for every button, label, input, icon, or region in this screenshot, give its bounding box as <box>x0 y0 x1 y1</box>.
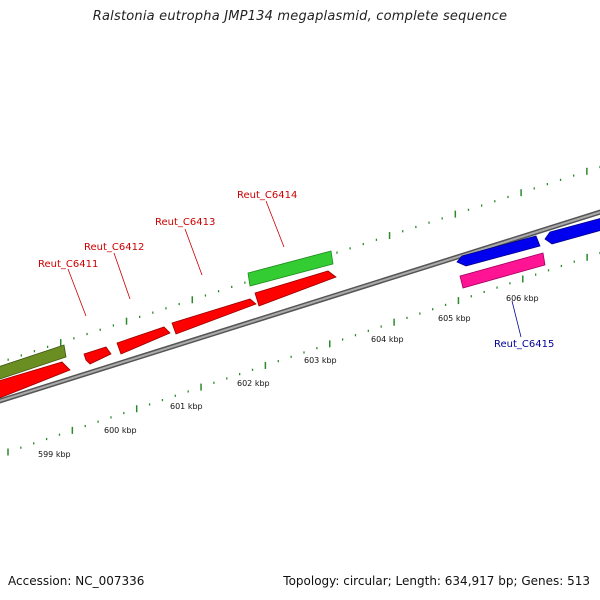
accession-text: Accession: NC_007336 <box>8 574 145 588</box>
gene-red-reut-c6411[interactable] <box>83 346 112 365</box>
scale-label-603: 603 kbp <box>304 356 337 365</box>
gene-blue-2[interactable] <box>544 218 600 245</box>
gene-red-reut-c6413[interactable] <box>171 298 257 335</box>
scale-label-601: 601 kbp <box>170 402 203 411</box>
gene-labels: Reut_C6411 Reut_C6412 Reut_C6413 Reut_C6… <box>38 190 554 350</box>
scale-label-600: 600 kbp <box>104 426 137 435</box>
scale-label-606: 606 kbp <box>506 294 539 303</box>
gene-label-reut-c6412: Reut_C6412 <box>84 242 144 253</box>
gene-red-2[interactable] <box>254 270 337 307</box>
gene-olive[interactable] <box>0 344 67 380</box>
gene-label-reut-c6413: Reut_C6413 <box>155 217 215 228</box>
gene-blue-1[interactable] <box>456 235 541 267</box>
gene-label-reut-c6411: Reut_C6411 <box>38 259 98 270</box>
gene-label-reut-c6414: Reut_C6414 <box>237 190 297 201</box>
map-title: Ralstonia eutropha JMP134 megaplasmid, c… <box>92 9 508 24</box>
scale-label-602: 602 kbp <box>237 379 270 388</box>
scale-label-604: 604 kbp <box>371 335 404 344</box>
label-leaders <box>67 200 522 338</box>
scale-labels: 599 kbp 600 kbp 601 kbp 602 kbp 603 kbp … <box>38 294 539 459</box>
gene-label-reut-c6415: Reut_C6415 <box>494 339 554 350</box>
gene-red-reut-c6412[interactable] <box>116 326 171 355</box>
gene-pink-reut-c6415[interactable] <box>459 252 546 289</box>
scale-label-605: 605 kbp <box>438 314 471 323</box>
gene-green-reut-c6414[interactable] <box>247 250 334 287</box>
scale-label-599: 599 kbp <box>38 450 71 459</box>
topology-stats-text: Topology: circular; Length: 634,917 bp; … <box>283 574 590 588</box>
gene-red-left[interactable] <box>0 361 71 399</box>
inner-tick-ruler <box>7 251 600 456</box>
forward-strand-genes <box>0 218 600 380</box>
backbone <box>0 209 600 404</box>
red-genes <box>0 270 337 399</box>
